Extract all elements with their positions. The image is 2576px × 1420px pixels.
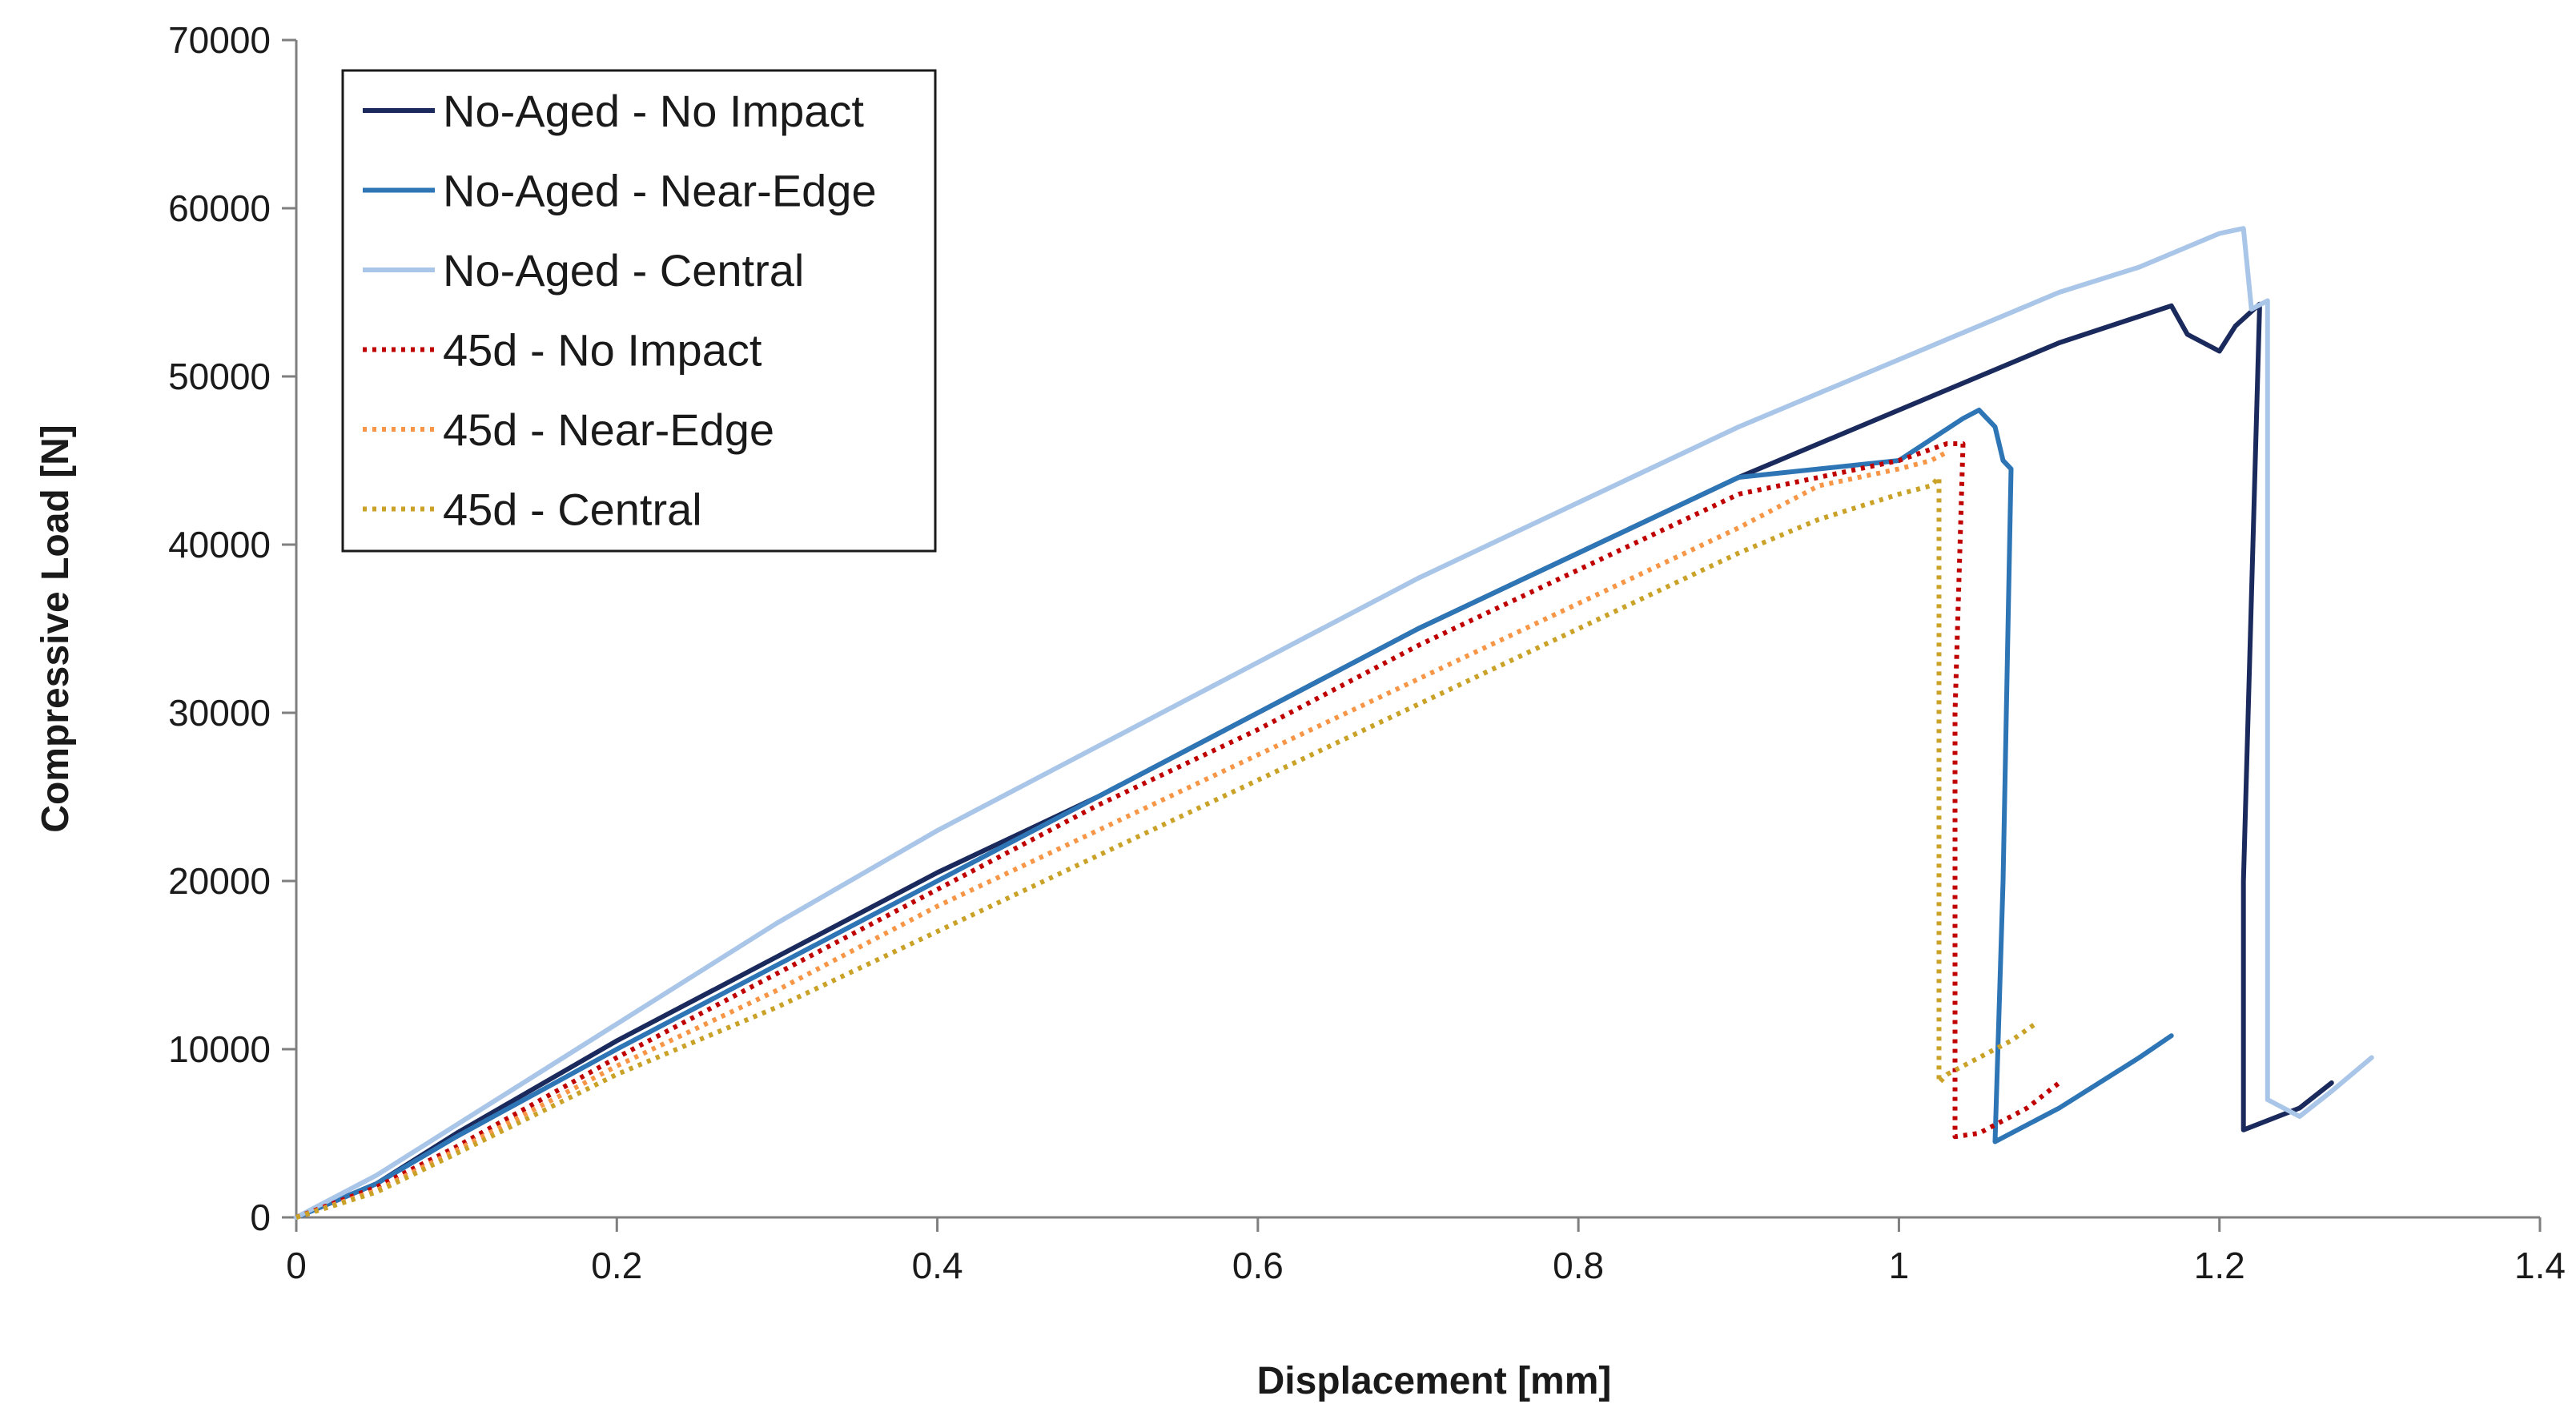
x-tick-label: 1 xyxy=(1889,1245,1910,1286)
x-axis-title: Displacement [mm] xyxy=(1257,1360,1612,1402)
y-tick-label: 30000 xyxy=(168,692,271,734)
legend-label: 45d - No Impact xyxy=(443,325,762,376)
legend-label: No-Aged - Near-Edge xyxy=(443,166,877,216)
legend-item: 45d - Central xyxy=(363,485,702,535)
legend-label: No-Aged - Central xyxy=(443,245,804,296)
y-tick-label: 40000 xyxy=(168,524,271,565)
legend-item: 45d - No Impact xyxy=(363,325,762,376)
legend-label: No-Aged - No Impact xyxy=(443,86,864,136)
legend-item: No-Aged - Near-Edge xyxy=(363,166,877,216)
x-tick-label: 0.8 xyxy=(1553,1245,1604,1286)
legend-label: 45d - Central xyxy=(443,485,702,535)
series-line-2 xyxy=(294,226,2374,1220)
x-tick-label: 0.4 xyxy=(912,1245,963,1286)
legend-label: 45d - Near-Edge xyxy=(443,404,774,455)
legend-item: No-Aged - Central xyxy=(363,245,804,296)
y-tick-label: 70000 xyxy=(168,19,271,61)
x-tick-label: 1.4 xyxy=(2514,1245,2566,1286)
y-tick-label: 10000 xyxy=(168,1028,271,1070)
x-tick-label: 0.2 xyxy=(591,1245,642,1286)
series-line-4 xyxy=(295,449,1948,1220)
series-line-1 xyxy=(294,408,2174,1220)
x-tick-label: 1.2 xyxy=(2194,1245,2245,1286)
y-tick-label: 20000 xyxy=(168,860,271,902)
series-line-5 xyxy=(295,475,2037,1220)
legend-item: 45d - Near-Edge xyxy=(363,404,774,455)
x-tick-label: 0 xyxy=(286,1245,307,1286)
legend-item: No-Aged - No Impact xyxy=(363,86,864,136)
y-tick-label: 50000 xyxy=(168,356,271,397)
series-line-0 xyxy=(294,301,2334,1220)
y-tick-label: 0 xyxy=(250,1197,271,1238)
x-tick-label: 0.6 xyxy=(1232,1245,1284,1286)
y-axis-title: Compressive Load [N] xyxy=(34,424,77,832)
y-tick-label: 60000 xyxy=(168,187,271,229)
legend-box xyxy=(341,69,937,553)
